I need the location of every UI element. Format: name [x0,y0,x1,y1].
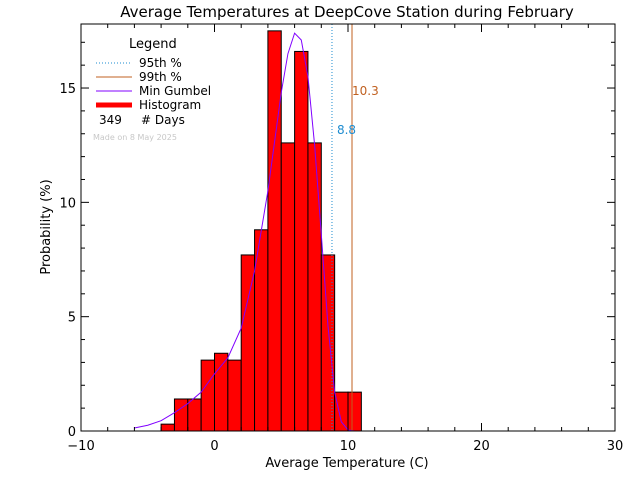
histogram-bar [320,254,336,432]
histogram-bar [173,398,189,432]
gumbel-curve-layer [134,32,355,432]
x-tick-label: −10 [67,439,94,454]
legend-days-count: 349 [99,113,122,127]
y-tick-label: 5 [68,311,76,326]
histogram-bar [334,391,349,432]
histogram-layer [160,30,362,432]
histogram-bar [227,359,242,432]
histogram-bar [280,142,296,432]
histogram-bar [294,50,309,432]
gumbel-curve [134,32,355,432]
x-axis-label: Average Temperature (C) [265,456,428,471]
y-tick-label: 15 [59,82,76,97]
histogram-bar [160,423,175,432]
histogram-bar [200,359,215,432]
legend: Legend 95th % 99th % Min Gumbel Histogra… [93,37,211,142]
histogram-bar [267,30,282,432]
legend-label-histogram: Histogram [139,98,201,112]
histogram-bar [347,391,362,432]
y-tick-label: 0 [68,425,76,440]
histogram-bar [187,398,202,432]
histogram-bar [214,352,229,432]
x-tick-label: 10 [340,439,357,454]
percentile-95-label: 8.8 [337,123,356,137]
legend-title: Legend [129,37,177,52]
y-axis-label: Probability (%) [39,179,54,274]
y-tick-label: 10 [59,196,76,211]
legend-label-99th: 99th % [139,70,182,84]
x-tick-label: 0 [210,439,218,454]
x-tick-label: 30 [607,439,624,454]
legend-label-95th: 95th % [139,56,182,70]
chart-title: Average Temperatures at DeepCove Station… [120,3,574,21]
percentile-99-label: 10.3 [352,84,379,98]
made-on-footnote: Made on 8 May 2025 [93,133,177,142]
histogram-bar [307,142,322,432]
legend-days-label: # Days [141,113,185,127]
x-tick-label: 20 [473,439,490,454]
legend-label-gumbel: Min Gumbel [139,84,211,98]
percentile-layer: 8.8 10.3 [331,24,379,431]
